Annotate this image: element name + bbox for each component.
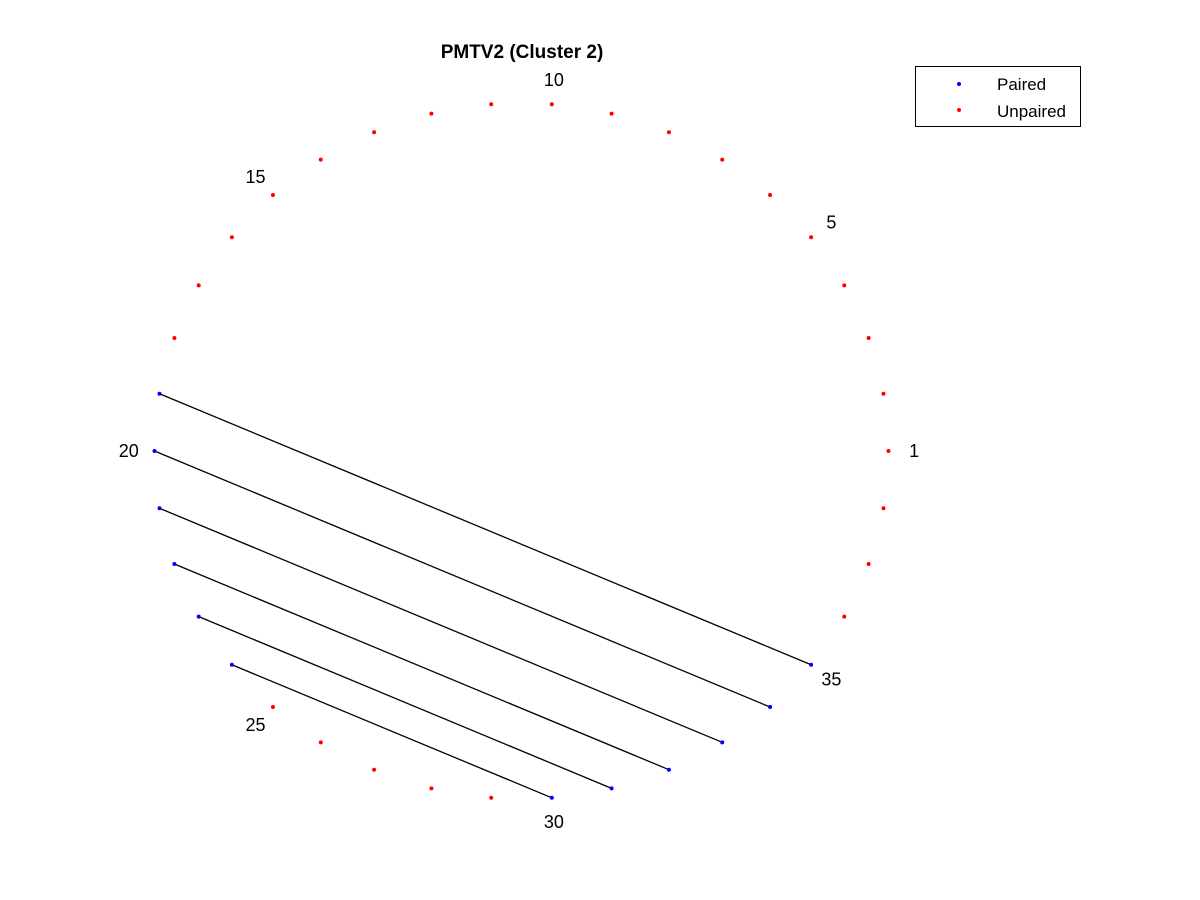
position-point-25 bbox=[270, 705, 275, 710]
position-point-32 bbox=[666, 767, 671, 772]
position-point-8 bbox=[666, 130, 671, 135]
index-label-1: 1 bbox=[909, 441, 919, 461]
position-point-20 bbox=[152, 449, 157, 453]
pair-links bbox=[154, 393, 812, 799]
legend-marker-unpaired bbox=[957, 108, 961, 112]
position-point-22 bbox=[172, 561, 177, 566]
position-point-7 bbox=[720, 157, 725, 162]
legend-label-unpaired: Unpaired bbox=[997, 102, 1066, 121]
position-points bbox=[152, 102, 891, 800]
position-point-29 bbox=[489, 795, 494, 800]
index-label-35: 35 bbox=[821, 670, 841, 690]
position-point-34 bbox=[768, 705, 773, 710]
index-label-20: 20 bbox=[119, 441, 139, 461]
position-point-18 bbox=[172, 336, 177, 341]
pair-link-23-31 bbox=[198, 616, 612, 789]
position-point-10 bbox=[549, 102, 554, 107]
position-point-37 bbox=[866, 561, 871, 566]
pair-link-22-32 bbox=[174, 563, 670, 771]
index-label-15: 15 bbox=[246, 167, 266, 187]
position-point-30 bbox=[549, 795, 554, 800]
position-point-27 bbox=[372, 767, 377, 772]
legend-label-paired: Paired bbox=[997, 75, 1046, 94]
position-point-23 bbox=[196, 614, 201, 619]
index-label-30: 30 bbox=[544, 812, 564, 832]
legend-box bbox=[915, 66, 1081, 127]
position-point-17 bbox=[196, 283, 201, 288]
position-point-4 bbox=[842, 283, 847, 288]
chart-title: PMTV2 (Cluster 2) bbox=[441, 42, 604, 63]
position-point-16 bbox=[229, 235, 234, 240]
position-point-24 bbox=[229, 662, 234, 667]
position-point-15 bbox=[270, 192, 275, 197]
position-point-19 bbox=[157, 391, 162, 396]
position-point-9 bbox=[609, 111, 614, 116]
position-point-3 bbox=[866, 336, 871, 341]
pair-link-24-30 bbox=[231, 664, 553, 799]
pair-link-19-35 bbox=[159, 393, 812, 666]
index-label-25: 25 bbox=[246, 715, 266, 735]
position-point-28 bbox=[429, 786, 434, 791]
position-point-14 bbox=[318, 157, 323, 162]
position-point-2 bbox=[881, 391, 886, 396]
position-point-31 bbox=[609, 786, 614, 791]
position-point-26 bbox=[318, 740, 323, 745]
index-label-10: 10 bbox=[544, 70, 564, 90]
position-point-11 bbox=[489, 102, 494, 107]
position-point-1 bbox=[886, 449, 891, 453]
position-point-33 bbox=[720, 740, 725, 745]
pair-link-20-34 bbox=[154, 450, 771, 708]
legend-marker-paired bbox=[957, 82, 961, 86]
position-point-12 bbox=[429, 111, 434, 116]
position-point-13 bbox=[372, 130, 377, 135]
legend: Paired Unpaired bbox=[915, 66, 1081, 127]
position-point-5 bbox=[809, 235, 814, 240]
position-point-35 bbox=[809, 662, 814, 667]
position-point-36 bbox=[842, 614, 847, 619]
index-label-5: 5 bbox=[826, 212, 836, 232]
position-point-6 bbox=[768, 192, 773, 197]
position-point-38 bbox=[881, 506, 886, 511]
pair-link-21-33 bbox=[159, 507, 723, 743]
position-point-21 bbox=[157, 506, 162, 511]
